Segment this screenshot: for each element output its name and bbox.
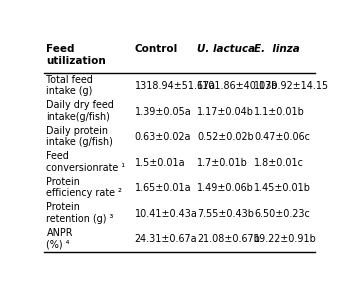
Text: Daily protein
intake (g/fish): Daily protein intake (g/fish) xyxy=(47,126,113,147)
Text: 1101.86±40.17b: 1101.86±40.17b xyxy=(197,81,278,91)
Text: Feed
utilization: Feed utilization xyxy=(47,44,106,65)
Text: 1.39±0.05a: 1.39±0.05a xyxy=(135,107,191,117)
Text: 1.8±0.01c: 1.8±0.01c xyxy=(254,158,304,168)
Text: ANPR
(%) ⁴: ANPR (%) ⁴ xyxy=(47,228,73,250)
Text: 7.55±0.43b: 7.55±0.43b xyxy=(197,209,254,219)
Text: Control: Control xyxy=(135,44,178,54)
Text: 1.65±0.01a: 1.65±0.01a xyxy=(135,183,191,193)
Text: 1.17±0.04b: 1.17±0.04b xyxy=(197,107,254,117)
Text: Feed
conversionrate ¹: Feed conversionrate ¹ xyxy=(47,151,126,173)
Text: Daily dry feed
intake(g/fish): Daily dry feed intake(g/fish) xyxy=(47,100,114,122)
Text: 19.22±0.91b: 19.22±0.91b xyxy=(254,235,317,244)
Text: 1.1±0.01b: 1.1±0.01b xyxy=(254,107,305,117)
Text: 1.45±0.01b: 1.45±0.01b xyxy=(254,183,311,193)
Text: 24.31±0.67a: 24.31±0.67a xyxy=(135,235,197,244)
Text: 0.47±0.06c: 0.47±0.06c xyxy=(254,132,310,142)
Text: Total feed
intake (g): Total feed intake (g) xyxy=(47,75,93,96)
Text: 0.52±0.02b: 0.52±0.02b xyxy=(197,132,254,142)
Text: 21.08±0.67b: 21.08±0.67b xyxy=(197,235,260,244)
Text: 0.63±0.02a: 0.63±0.02a xyxy=(135,132,191,142)
Text: 1.7±0.01b: 1.7±0.01b xyxy=(197,158,248,168)
Text: U. lactuca: U. lactuca xyxy=(197,44,255,54)
Text: 1318.94±51.67a: 1318.94±51.67a xyxy=(135,81,216,91)
Text: 1039.92±14.15: 1039.92±14.15 xyxy=(254,81,329,91)
Text: 1.5±0.01a: 1.5±0.01a xyxy=(135,158,185,168)
Text: E.  linza: E. linza xyxy=(254,44,300,54)
Text: Protein
efficiency rate ²: Protein efficiency rate ² xyxy=(47,177,122,198)
Text: Protein
retention (g) ³: Protein retention (g) ³ xyxy=(47,202,114,224)
Text: 1.49±0.06b: 1.49±0.06b xyxy=(197,183,254,193)
Text: 10.41±0.43a: 10.41±0.43a xyxy=(135,209,197,219)
Text: 6.50±0.23c: 6.50±0.23c xyxy=(254,209,310,219)
